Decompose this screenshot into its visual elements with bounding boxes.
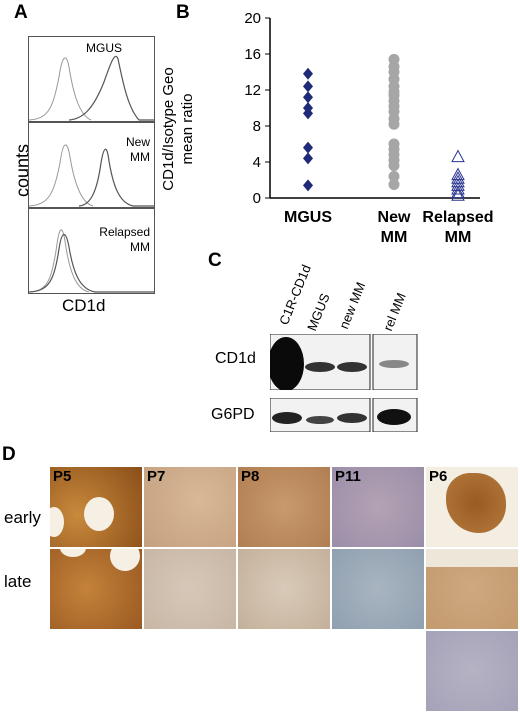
western-blot-g6pd bbox=[270, 398, 418, 432]
y-tick-label: 0 bbox=[253, 190, 261, 207]
histogram-relapsed-mm-label-line1: Relapsed bbox=[99, 225, 150, 239]
histogram-mgus-label: MGUS bbox=[86, 41, 122, 56]
ihc-p8-early: P8 bbox=[238, 467, 330, 547]
y-tick-label: 4 bbox=[253, 154, 261, 171]
data-point-diamond bbox=[303, 179, 313, 192]
data-point-triangle bbox=[451, 171, 465, 184]
ihc-p11-early: P11 bbox=[332, 467, 424, 547]
x-category-label-line2: MM bbox=[445, 229, 472, 246]
data-point-diamond bbox=[303, 67, 313, 80]
chart-ylabel: CD1d/Isotype Geo mean ratio bbox=[159, 39, 197, 219]
fat-vacuole bbox=[110, 549, 140, 571]
ihc-p7-late bbox=[144, 549, 236, 629]
fat-vacuole bbox=[84, 497, 114, 531]
row-label-late: late bbox=[4, 572, 32, 591]
data-point-triangle bbox=[451, 188, 465, 201]
ihc-p8-late bbox=[238, 549, 330, 629]
patient-label-p5: P5 bbox=[53, 468, 72, 485]
histogram-mgus-label-line1: MGUS bbox=[86, 41, 122, 55]
y-tick-label: 8 bbox=[253, 118, 261, 135]
patient-label-p7: P7 bbox=[147, 468, 166, 485]
data-point-triangle bbox=[451, 185, 465, 199]
blot-row-label-cd1d: CD1d bbox=[215, 350, 256, 367]
panel-d-label: D bbox=[2, 444, 16, 465]
panel-b-label: B bbox=[176, 2, 190, 23]
histogram-relapsed-mm-label-line2: MM bbox=[130, 240, 150, 254]
ihc-p6-late bbox=[426, 549, 518, 629]
data-point-circle bbox=[388, 179, 400, 190]
panel-a-label: A bbox=[14, 2, 28, 23]
data-point-triangle bbox=[451, 149, 465, 163]
ihc-p7-early: P7 bbox=[144, 467, 236, 547]
histogram-relapsed-mm: Relapsed MM bbox=[28, 208, 155, 294]
data-point-diamond bbox=[303, 91, 313, 104]
x-category-label: Relapsed bbox=[422, 209, 493, 226]
data-point-circle bbox=[388, 160, 400, 172]
data-point-diamond bbox=[303, 141, 313, 154]
fat-vacuole bbox=[426, 549, 518, 567]
fat-vacuole bbox=[60, 549, 86, 557]
data-point-circle bbox=[388, 118, 400, 130]
histogram-new-mm-plot bbox=[29, 144, 154, 207]
lane-label-mgus: MGUS bbox=[304, 291, 333, 333]
y-tick-label: 12 bbox=[244, 82, 261, 99]
patient-label-p11: P11 bbox=[335, 468, 361, 485]
chart-ylabel-line2: mean ratio bbox=[179, 93, 196, 165]
x-category-label-line2: MM bbox=[381, 229, 408, 246]
stained-cluster bbox=[446, 473, 506, 533]
histogram-relapsed-mm-plot bbox=[29, 229, 154, 293]
x-category-label: MGUS bbox=[284, 209, 332, 226]
histogram-new-mm: New MM bbox=[28, 122, 155, 208]
panel-c-label: C bbox=[208, 250, 222, 271]
histogram-mgus-plot bbox=[29, 55, 154, 121]
data-point-diamond bbox=[303, 152, 313, 165]
ihc-p6-early: P6 bbox=[426, 467, 518, 547]
histogram-mgus: MGUS bbox=[28, 36, 155, 122]
x-category-label: New bbox=[378, 209, 411, 226]
data-point-triangle bbox=[451, 178, 465, 191]
blot-row-label-g6pd: G6PD bbox=[211, 406, 255, 423]
western-blot-cd1d bbox=[270, 334, 418, 390]
patient-label-p8: P8 bbox=[241, 468, 260, 485]
lane-label-new-mm: new MM bbox=[336, 279, 369, 331]
data-point-diamond bbox=[303, 107, 313, 120]
data-point-diamond bbox=[303, 80, 313, 93]
data-point-triangle bbox=[451, 181, 465, 195]
chart-ylabel-line1: CD1d/Isotype Geo bbox=[160, 67, 177, 191]
histogram-new-mm-label-line1: New bbox=[125, 135, 150, 149]
row-label-early: early bbox=[4, 508, 41, 527]
lane-label-rel-mm: rel MM bbox=[380, 290, 409, 333]
histogram-new-mm-label-line2: MM bbox=[130, 150, 150, 164]
ihc-p5-late bbox=[50, 549, 142, 629]
histogram-relapsed-mm-label: Relapsed MM bbox=[99, 225, 150, 255]
data-point-triangle bbox=[451, 174, 465, 188]
y-tick-label: 20 bbox=[244, 10, 261, 27]
patient-label-p6: P6 bbox=[429, 468, 448, 485]
ihc-p5-early: P5 bbox=[50, 467, 142, 547]
ihc-p6-extra bbox=[426, 631, 518, 711]
fat-vacuole bbox=[50, 507, 64, 537]
histogram-new-mm-label: New MM bbox=[126, 135, 150, 165]
panel-a-xlabel: CD1d bbox=[62, 296, 106, 315]
data-point-triangle bbox=[451, 167, 465, 181]
ihc-p11-late bbox=[332, 549, 424, 629]
y-tick-label: 16 bbox=[244, 46, 261, 63]
data-point-circle bbox=[388, 170, 400, 182]
scatter-chart: 0 4 8 12 16 20 MGUS New MM Relapsed MM bbox=[244, 10, 493, 246]
